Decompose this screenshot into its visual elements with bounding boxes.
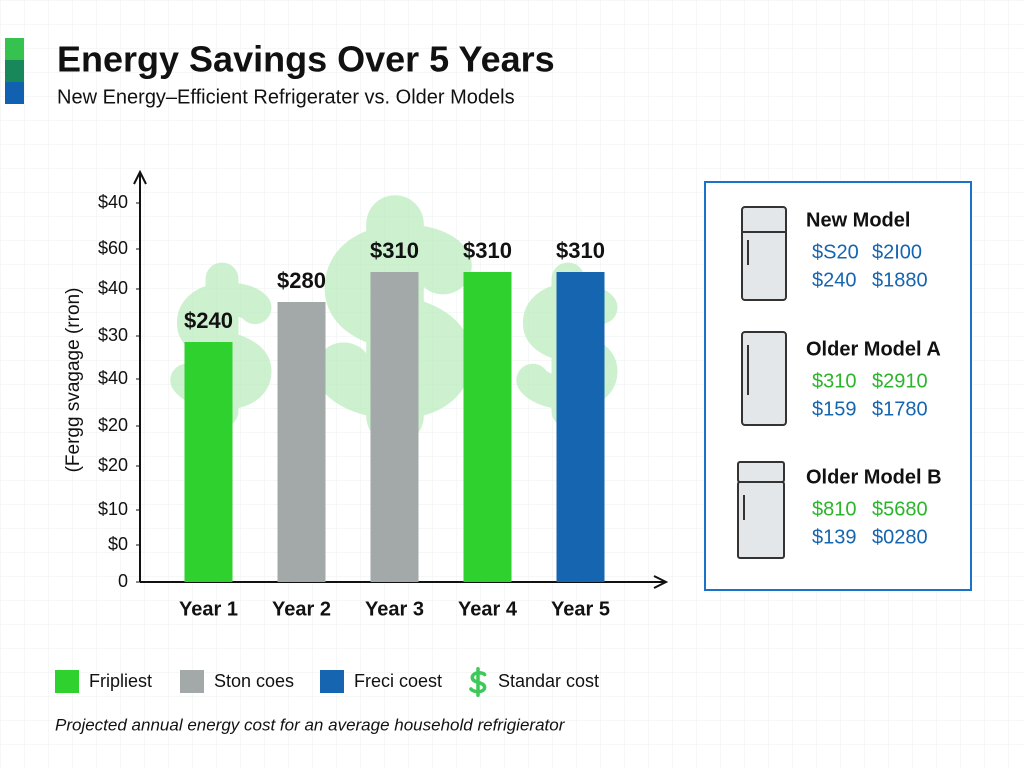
x-tick-label: Year 1 bbox=[179, 598, 238, 620]
model-cost: $159 bbox=[812, 398, 857, 420]
model-cost: $810 bbox=[812, 498, 857, 520]
chart-title: Energy Savings Over 5 Years bbox=[57, 39, 555, 80]
chart-subtitle: New Energy–Efficient Refrigerater vs. Ol… bbox=[57, 86, 515, 108]
legend-label: Freci coest bbox=[354, 671, 442, 691]
x-tick-label: Year 5 bbox=[551, 598, 610, 620]
bar bbox=[277, 302, 326, 582]
legend-swatch bbox=[55, 670, 79, 693]
model-name: Older Model A bbox=[806, 338, 941, 360]
fridge-icons bbox=[737, 206, 787, 559]
legend-label: Ston coes bbox=[214, 671, 294, 691]
bar bbox=[463, 272, 512, 582]
model-cost: $2910 bbox=[872, 370, 928, 392]
value-label: $240 bbox=[184, 308, 233, 333]
footnote: Projected annual energy cost for an aver… bbox=[55, 715, 566, 734]
y-tick-label: $30 bbox=[98, 325, 128, 345]
x-tick-label: Year 3 bbox=[365, 598, 424, 620]
legend-swatch bbox=[180, 670, 204, 693]
model-cost: $139 bbox=[812, 526, 857, 548]
bar bbox=[556, 272, 605, 582]
y-tick-label: $10 bbox=[98, 499, 128, 519]
legend-label: Standar cost bbox=[498, 671, 599, 691]
model-cost: $0280 bbox=[872, 526, 928, 548]
model-cost: $1780 bbox=[872, 398, 928, 420]
y-axis-label: (Fergg svagage (rron) bbox=[63, 288, 84, 473]
legend-swatch bbox=[320, 670, 344, 693]
y-tick-label: $20 bbox=[98, 455, 128, 475]
y-tick-label: $0 bbox=[108, 534, 128, 554]
bar bbox=[370, 272, 419, 582]
y-tick-label: 0 bbox=[118, 571, 128, 591]
model-cost: $240 bbox=[812, 269, 857, 291]
accent bbox=[5, 38, 24, 60]
value-label: $310 bbox=[463, 238, 512, 263]
x-tick-label: Year 2 bbox=[272, 598, 331, 620]
model-cost: $310 bbox=[812, 370, 857, 392]
legend-label: Fripliest bbox=[89, 671, 152, 691]
bar bbox=[184, 342, 233, 582]
model-cost: $1880 bbox=[872, 269, 928, 291]
model-name: New Model bbox=[806, 209, 910, 231]
accent bbox=[5, 82, 24, 104]
value-label: $310 bbox=[556, 238, 605, 263]
x-tick-label: Year 4 bbox=[458, 598, 518, 620]
y-tick-label: $60 bbox=[98, 238, 128, 258]
y-tick-label: $40 bbox=[98, 368, 128, 388]
model-name: Older Model B bbox=[806, 466, 942, 488]
y-tick-label: $40 bbox=[98, 192, 128, 212]
y-tick-label: $40 bbox=[98, 278, 128, 298]
model-cost: $2I00 bbox=[872, 241, 922, 263]
value-label: $280 bbox=[277, 268, 326, 293]
model-cost: $S20 bbox=[812, 241, 859, 263]
accent bbox=[5, 60, 24, 82]
value-label: $310 bbox=[370, 238, 419, 263]
model-cost: $5680 bbox=[872, 498, 928, 520]
y-tick-label: $20 bbox=[98, 415, 128, 435]
